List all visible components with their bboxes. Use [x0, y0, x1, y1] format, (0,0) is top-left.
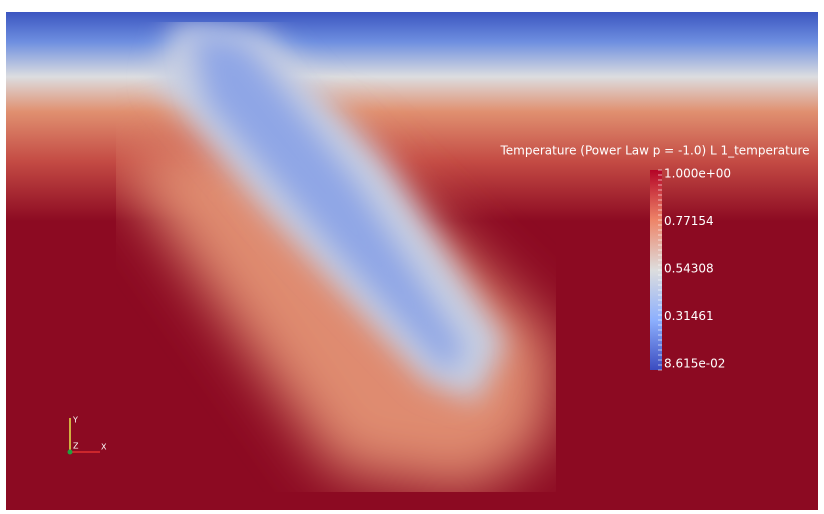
axis-label: Y: [72, 416, 78, 425]
axis-label: Z: [73, 442, 79, 451]
z-axis: [68, 450, 73, 455]
axis-label: X: [101, 443, 107, 452]
legend-label: 1.000e+00: [664, 167, 731, 181]
render-view: Temperature (Power Law p = -1.0) L 1_tem…: [0, 0, 824, 514]
legend-label: 0.77154: [664, 214, 714, 228]
page: Temperature (Power Law p = -1.0) L 1_tem…: [0, 0, 824, 514]
legend-title: Temperature (Power Law p = -1.0) L 1_tem…: [499, 144, 809, 158]
legend-label: 8.615e-02: [664, 357, 725, 371]
legend-label: 0.31461: [664, 309, 714, 323]
legend-label: 0.54308: [664, 262, 714, 276]
